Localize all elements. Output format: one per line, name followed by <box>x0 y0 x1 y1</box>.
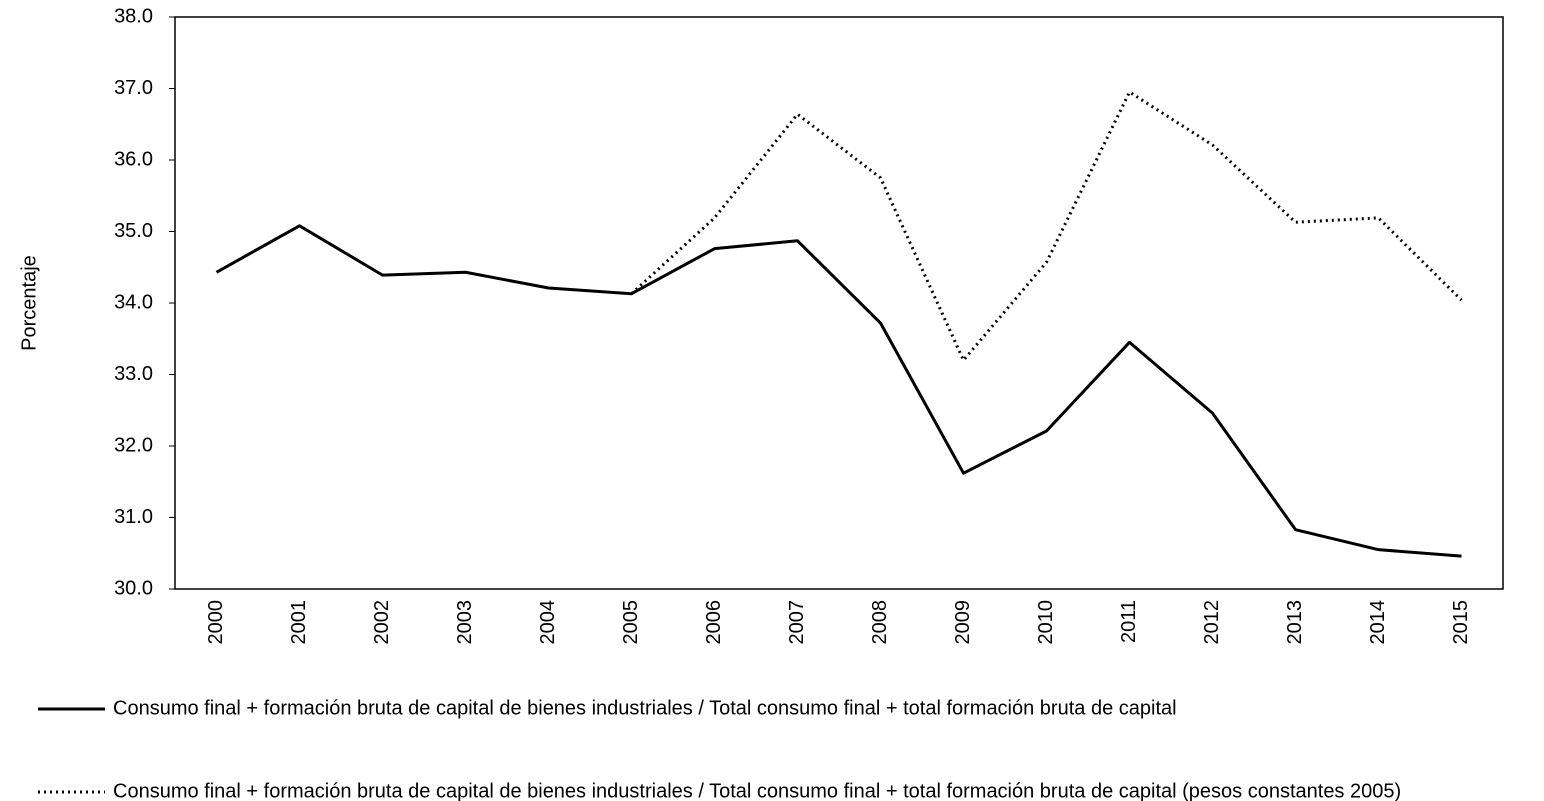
y-tick-label: 30.0 <box>114 577 153 599</box>
y-tick-label: 38.0 <box>114 5 153 27</box>
x-tick-label: 2012 <box>1201 600 1223 645</box>
x-tick-label: 2013 <box>1284 600 1306 645</box>
legend-label: Consumo final + formación bruta de capit… <box>113 780 1401 801</box>
x-tick-label: 2015 <box>1450 600 1472 645</box>
x-tick-label: 2010 <box>1035 600 1057 645</box>
x-tick-label: 2000 <box>205 600 227 645</box>
x-tick-label: 2003 <box>454 600 476 645</box>
x-tick-label: 2011 <box>1118 600 1140 643</box>
x-tick-label: 2009 <box>952 600 974 645</box>
y-tick-label: 33.0 <box>114 363 153 385</box>
y-tick-label: 37.0 <box>114 77 153 99</box>
plot-frame <box>174 16 1504 590</box>
x-tick-label: 2005 <box>620 600 642 645</box>
y-tick-label: 32.0 <box>114 434 153 456</box>
series-line <box>215 224 1462 558</box>
y-tick-label: 35.0 <box>114 220 153 242</box>
x-tick-label: 2001 <box>288 600 310 645</box>
y-tick-label: 34.0 <box>114 291 153 313</box>
y-tick-label: 31.0 <box>114 506 153 528</box>
y-tick-label: 36.0 <box>114 148 153 170</box>
series-line <box>630 90 1463 362</box>
x-tick-label: 2006 <box>703 600 725 645</box>
x-tick-label: 2004 <box>537 600 559 645</box>
x-tick-label: 2002 <box>371 600 393 645</box>
x-tick-label: 2014 <box>1367 600 1389 645</box>
x-tick-label: 2008 <box>869 600 891 645</box>
y-axis-label: Porcentaje <box>18 255 40 351</box>
legend-label: Consumo final + formación bruta de capit… <box>113 697 1177 719</box>
x-tick-label: 2007 <box>786 600 808 645</box>
